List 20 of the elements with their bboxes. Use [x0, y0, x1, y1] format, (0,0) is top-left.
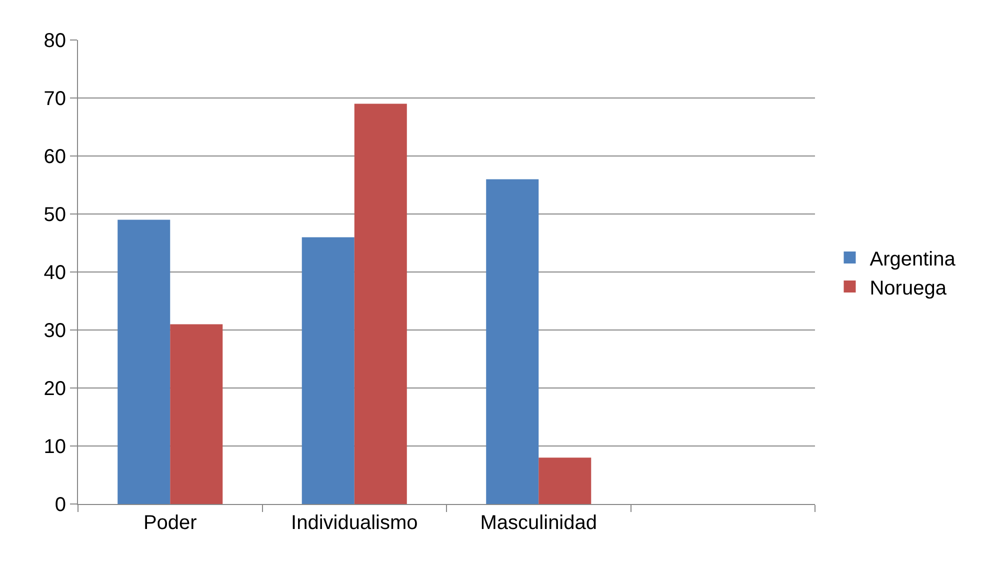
bar	[170, 324, 223, 504]
y-tick-label: 60	[44, 146, 66, 168]
y-tick-label: 80	[44, 30, 66, 52]
bar	[538, 458, 592, 504]
bar	[354, 104, 407, 504]
y-tick-label: 20	[44, 378, 66, 400]
x-tick-label: Individualismo	[291, 512, 418, 534]
y-tick-label: 40	[44, 262, 66, 284]
y-tick-label: 50	[44, 204, 66, 226]
bar	[486, 179, 539, 504]
bar	[302, 237, 354, 504]
x-tick-label: Poder	[143, 512, 198, 534]
y-tick-label: 10	[44, 436, 66, 458]
legend-label: Noruega	[870, 277, 948, 300]
x-tick-label: Masculinidad	[480, 512, 597, 534]
y-tick-label: 70	[44, 88, 66, 110]
y-tick-label: 30	[44, 320, 66, 342]
legend-label: Argentina	[870, 248, 956, 270]
bar	[118, 220, 170, 504]
y-tick-label: 0	[54, 494, 66, 516]
